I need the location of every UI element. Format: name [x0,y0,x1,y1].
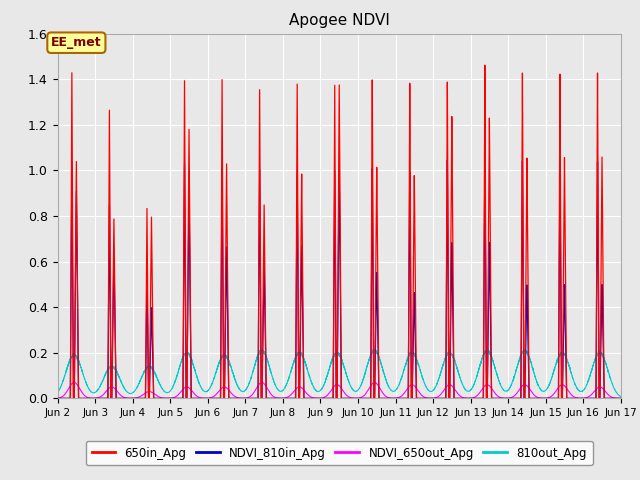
Text: EE_met: EE_met [51,36,102,49]
Title: Apogee NDVI: Apogee NDVI [289,13,390,28]
Legend: 650in_Apg, NDVI_810in_Apg, NDVI_650out_Apg, 810out_Apg: 650in_Apg, NDVI_810in_Apg, NDVI_650out_A… [86,441,593,466]
